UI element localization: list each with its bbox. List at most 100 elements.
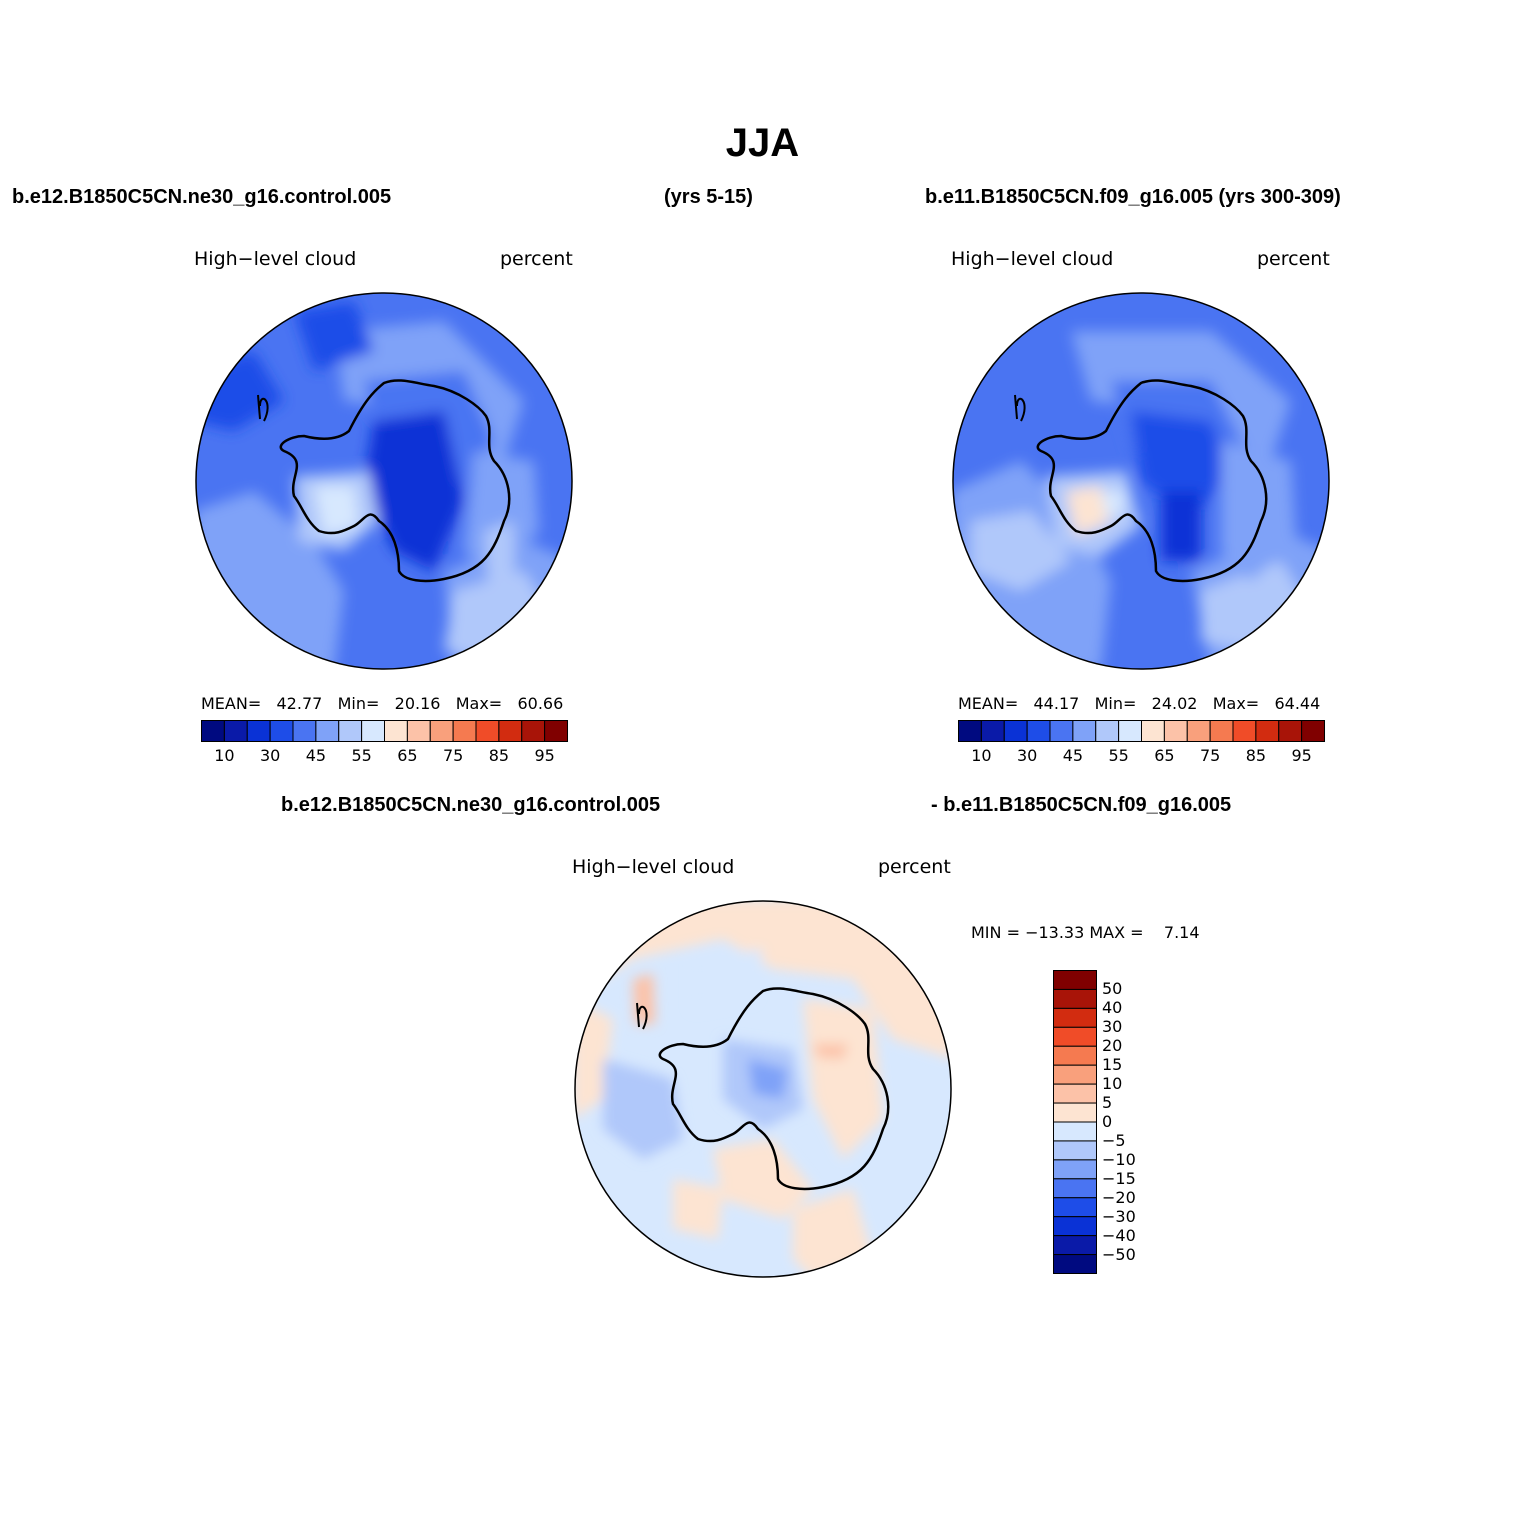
colorbar-tick-label: −10 (1102, 1149, 1136, 1169)
panel-b-stats: MEAN= 44.17 Min= 24.02 Max= 64.44 (958, 694, 1320, 713)
colorbar-tick-label: 30 (1016, 746, 1038, 765)
case-b-name: b.e11.B1850C5CN.f09_g16.005 (yrs 300-309… (925, 186, 1341, 208)
colorbar-tick-label: 50 (1102, 979, 1123, 999)
colorbar-swatch (1053, 1064, 1097, 1085)
colorbar-tick-label: 55 (351, 746, 372, 765)
panel-b-variable-label: High−level cloud (951, 248, 1114, 270)
diff-min-max: MIN = −13.33 MAX = 7.14 (971, 923, 1200, 942)
panel-b-min-label: Min= (1094, 694, 1137, 713)
colorbar-swatch (292, 720, 317, 742)
panel-a-min-value: 20.16 (394, 694, 441, 713)
colorbar-swatch (1053, 1102, 1097, 1123)
colorbar-swatch (1053, 1178, 1097, 1199)
colorbar-swatch (1053, 1159, 1097, 1180)
diff-case-a-name: b.e12.B1850C5CN.ne30_g16.control.005 (281, 794, 661, 816)
colorbar-swatch (980, 720, 1005, 742)
colorbar-tick-label: −5 (1102, 1130, 1126, 1150)
colorbar-swatch (1278, 720, 1303, 742)
colorbar-swatch (1053, 1045, 1097, 1066)
colorbar-tick-label: −40 (1102, 1225, 1136, 1245)
colorbar-tick-label: 15 (1102, 1055, 1123, 1075)
panel-a-mean-value: 42.77 (276, 694, 323, 713)
panel-b-mean-label: MEAN= (958, 694, 1019, 713)
colorbar-swatch (1141, 720, 1165, 742)
colorbar-swatch (384, 720, 408, 742)
colorbar-tick-label: 45 (1062, 746, 1084, 765)
colorbar-tick-label: 0 (1102, 1112, 1113, 1131)
colorbar-swatch (361, 720, 386, 742)
panel-a-colorbar (201, 720, 569, 742)
colorbar-swatch (452, 720, 477, 742)
panel-b-min-value: 24.02 (1151, 694, 1198, 713)
panel-b-mean-value: 44.17 (1033, 694, 1080, 713)
diff-variable-label: High−level cloud (572, 856, 735, 878)
colorbar-swatch (1003, 720, 1028, 742)
colorbar-tick-label: −20 (1102, 1187, 1136, 1207)
colorbar-tick-label: 55 (1108, 746, 1129, 765)
colorbar-swatch (1049, 720, 1074, 742)
colorbar-swatch (544, 720, 569, 742)
diff-case-b-name: - b.e11.B1850C5CN.f09_g16.005 (931, 794, 1232, 816)
colorbar-swatch (246, 720, 271, 742)
colorbar-tick-label: 85 (1245, 746, 1267, 765)
colorbar-swatch (1053, 1254, 1097, 1274)
case-a-name: b.e12.B1850C5CN.ne30_g16.control.005 (12, 186, 392, 208)
panel-b-units-label: percent (1257, 248, 1330, 270)
colorbar-swatch (1053, 1235, 1097, 1256)
colorbar-tick-label: −50 (1102, 1244, 1136, 1264)
colorbar-swatch (338, 720, 363, 742)
colorbar-swatch (201, 720, 225, 742)
colorbar-swatch (1053, 988, 1097, 1009)
diff-polar-map (574, 900, 952, 1278)
colorbar-swatch (1053, 1216, 1097, 1237)
colorbar-swatch (1053, 1083, 1097, 1104)
colorbar-swatch (498, 720, 523, 742)
colorbar-tick-label: 5 (1102, 1093, 1113, 1113)
colorbar-tick-label: 65 (1154, 746, 1175, 765)
colorbar-swatch (1186, 720, 1211, 742)
panel-b-max-label: Max= (1212, 694, 1260, 713)
panel-a-min-label: Min= (337, 694, 380, 713)
panel-b-max-value: 64.44 (1274, 694, 1321, 713)
panel-a-max-label: Max= (455, 694, 503, 713)
colorbar-swatch (1053, 970, 1097, 990)
colorbar-swatch (1232, 720, 1257, 742)
colorbar-swatch (1053, 1197, 1097, 1218)
panel-a-mean-label: MEAN= (201, 694, 262, 713)
colorbar-swatch (1072, 720, 1097, 742)
panel-b-colorbar (958, 720, 1326, 742)
colorbar-tick-label: 45 (305, 746, 327, 765)
colorbar-tick-label: −15 (1102, 1168, 1136, 1188)
colorbar-swatch (1095, 720, 1120, 742)
colorbar-swatch (223, 720, 248, 742)
colorbar-swatch (1118, 720, 1143, 742)
diff-colorbar (1053, 970, 1097, 1274)
colorbar-tick-label: 95 (534, 746, 555, 765)
colorbar-swatch (958, 720, 982, 742)
colorbar-tick-label: 65 (397, 746, 418, 765)
colorbar-swatch (1026, 720, 1051, 742)
colorbar-tick-label: 30 (259, 746, 281, 765)
colorbar-tick-label: 10 (971, 746, 992, 765)
colorbar-tick-label: 40 (1102, 998, 1123, 1018)
colorbar-swatch (1053, 1121, 1097, 1142)
colorbar-swatch (1053, 1026, 1097, 1047)
colorbar-swatch (315, 720, 340, 742)
colorbar-swatch (406, 720, 431, 742)
colorbar-tick-label: 95 (1291, 746, 1312, 765)
colorbar-swatch (1053, 1007, 1097, 1028)
panel-a-max-value: 60.66 (517, 694, 564, 713)
colorbar-tick-label: 20 (1102, 1036, 1123, 1056)
panel-a-units-label: percent (500, 248, 573, 270)
panel-b-polar-map (952, 292, 1330, 670)
colorbar-tick-label: 10 (214, 746, 235, 765)
colorbar-tick-label: 30 (1102, 1017, 1123, 1037)
colorbar-swatch (269, 720, 294, 742)
diff-units-label: percent (878, 856, 951, 878)
colorbar-swatch (1301, 720, 1326, 742)
colorbar-tick-label: 75 (442, 746, 464, 765)
panel-a-stats: MEAN= 42.77 Min= 20.16 Max= 60.66 (201, 694, 563, 713)
colorbar-swatch (1209, 720, 1234, 742)
panel-a-variable-label: High−level cloud (194, 248, 357, 270)
colorbar-swatch (1053, 1140, 1097, 1161)
